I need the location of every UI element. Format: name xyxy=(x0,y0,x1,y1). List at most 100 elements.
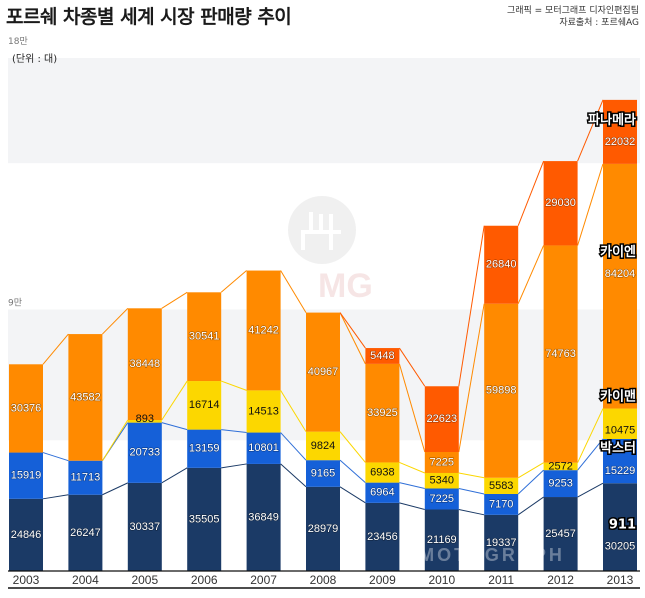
data-label: 30205 xyxy=(605,540,636,552)
data-label: 14513 xyxy=(248,405,279,417)
x-tick-label: 2012 xyxy=(547,573,574,587)
connector-line xyxy=(161,422,188,431)
connector-line xyxy=(339,486,366,504)
connector-line xyxy=(517,462,544,479)
watermark-logo-glyph xyxy=(301,212,341,250)
bar-segment xyxy=(246,463,281,571)
connector-line xyxy=(221,380,247,391)
bar-segment xyxy=(365,502,400,571)
bar-segment xyxy=(127,420,162,423)
data-label: 10475 xyxy=(605,424,636,436)
data-label: 26247 xyxy=(70,527,101,539)
bar-segment xyxy=(484,477,519,494)
data-label: 9165 xyxy=(311,467,335,479)
bar-segment xyxy=(306,486,340,571)
bar-segment xyxy=(365,363,400,463)
bar-segment xyxy=(424,451,459,473)
bar-segment xyxy=(68,494,103,571)
x-tick-label: 2010 xyxy=(428,573,455,587)
connector-line xyxy=(161,467,188,484)
bar-segment xyxy=(365,462,400,483)
data-label: 30541 xyxy=(189,331,220,343)
data-label: 16714 xyxy=(189,399,220,411)
bar-segment xyxy=(365,348,400,364)
data-label: 22623 xyxy=(427,413,458,425)
data-label: 7225 xyxy=(430,493,454,505)
connector-lines xyxy=(42,99,604,516)
data-label: 29030 xyxy=(545,197,576,209)
bar-segment xyxy=(543,470,578,498)
data-label: 13159 xyxy=(189,443,220,455)
bar-segment xyxy=(306,431,340,461)
bar-segment xyxy=(306,460,340,487)
connector-line xyxy=(577,438,604,471)
bar-segment xyxy=(187,429,222,468)
data-label: 7225 xyxy=(430,456,454,468)
connector-line xyxy=(102,307,129,335)
connector-line xyxy=(42,494,69,500)
bar-segment xyxy=(127,308,162,421)
series-name-label: 파나메라 xyxy=(588,112,636,128)
data-label: 35505 xyxy=(189,513,220,525)
data-label: 11713 xyxy=(71,472,101,484)
data-label: 2572 xyxy=(548,460,572,472)
bar-segment xyxy=(187,292,222,382)
bar-segment xyxy=(9,364,43,453)
series-name-label: 911 xyxy=(609,517,636,532)
data-label: 59898 xyxy=(486,385,517,397)
x-tick-label: 2013 xyxy=(607,573,634,587)
connector-line xyxy=(398,363,426,453)
connector-line xyxy=(42,452,69,462)
bar-segment xyxy=(603,438,637,484)
data-label: 15229 xyxy=(605,465,636,477)
connector-line xyxy=(221,463,247,469)
series-name-label: 카이엔 xyxy=(600,244,636,260)
connector-line xyxy=(280,432,307,461)
data-label: 84204 xyxy=(605,268,636,280)
bar-segment xyxy=(68,460,103,495)
data-label: 28979 xyxy=(308,523,339,535)
connector-line xyxy=(280,463,307,488)
credit-block: 그래픽 = 모터그래프 디자인편집팀 자료출처 : 포르쉐AG xyxy=(507,5,639,29)
data-label: 9824 xyxy=(311,440,335,452)
data-label: 6964 xyxy=(370,487,394,499)
connector-line xyxy=(102,482,129,496)
bar-segment xyxy=(424,509,459,571)
bar-segment xyxy=(306,312,340,432)
data-label: 33925 xyxy=(367,407,398,419)
data-label: 26840 xyxy=(486,259,517,271)
watermark: MG xyxy=(288,196,373,305)
data-label: 25457 xyxy=(545,528,576,540)
data-label: 20733 xyxy=(130,447,161,459)
connector-line xyxy=(577,163,604,246)
data-label: 7170 xyxy=(489,498,513,510)
bar-segment xyxy=(365,482,400,503)
bar-segment xyxy=(9,452,43,499)
connector-line xyxy=(42,333,69,365)
data-label: 30337 xyxy=(130,521,161,533)
connector-line xyxy=(220,270,247,293)
connector-line xyxy=(517,469,544,495)
data-label: 36849 xyxy=(248,511,279,523)
connector-line xyxy=(577,408,604,463)
data-label: 41242 xyxy=(248,324,279,336)
connector-line xyxy=(577,482,604,498)
series-name-label: 박스터 xyxy=(600,440,636,456)
connector-line xyxy=(458,488,485,495)
connector-line xyxy=(339,459,366,483)
connector-line xyxy=(280,270,307,313)
connector-line xyxy=(517,496,544,516)
x-tick-label: 2009 xyxy=(369,573,396,587)
connector-line xyxy=(101,419,129,461)
x-tick-label: 2006 xyxy=(191,573,218,587)
data-label: 10801 xyxy=(248,442,279,454)
connector-line xyxy=(399,482,425,489)
bar-segment xyxy=(603,163,637,409)
bar-segment xyxy=(543,245,578,463)
x-tick-label: 2004 xyxy=(72,573,99,587)
bar-segment xyxy=(187,381,222,430)
x-tick-label: 2003 xyxy=(13,573,40,587)
watermark-text: MOTOGRAPH xyxy=(419,545,565,565)
bar-segment xyxy=(127,422,162,483)
